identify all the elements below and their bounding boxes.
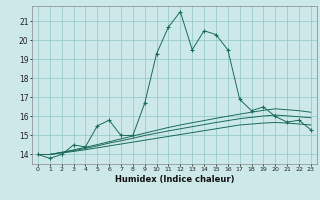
- X-axis label: Humidex (Indice chaleur): Humidex (Indice chaleur): [115, 175, 234, 184]
